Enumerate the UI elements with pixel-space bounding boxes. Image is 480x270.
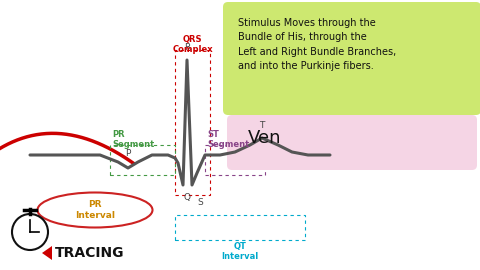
Bar (110, 145, 175, 175)
Text: Q: Q (183, 193, 190, 202)
Text: TRACING: TRACING (55, 246, 124, 260)
Text: PR
Segment: PR Segment (112, 130, 154, 149)
Text: R: R (184, 43, 190, 52)
Text: Stimulus Moves through the
Bundle of His, through the
Left and Right Bundle Bran: Stimulus Moves through the Bundle of His… (238, 18, 396, 71)
Text: PR
Interval: PR Interval (75, 200, 115, 220)
Bar (175, 215, 305, 240)
Polygon shape (42, 246, 52, 260)
Text: Ven: Ven (248, 129, 281, 147)
Circle shape (12, 214, 48, 250)
Text: ST
Segment: ST Segment (207, 130, 249, 149)
FancyBboxPatch shape (223, 2, 480, 115)
Text: T: T (259, 121, 264, 130)
Text: S: S (197, 198, 203, 207)
Bar (175, 50, 210, 195)
Text: QRS
Complex: QRS Complex (172, 35, 213, 54)
FancyBboxPatch shape (227, 115, 477, 170)
Bar (205, 145, 265, 175)
Text: P: P (125, 149, 131, 158)
Text: QT
Interval: QT Interval (221, 242, 259, 261)
